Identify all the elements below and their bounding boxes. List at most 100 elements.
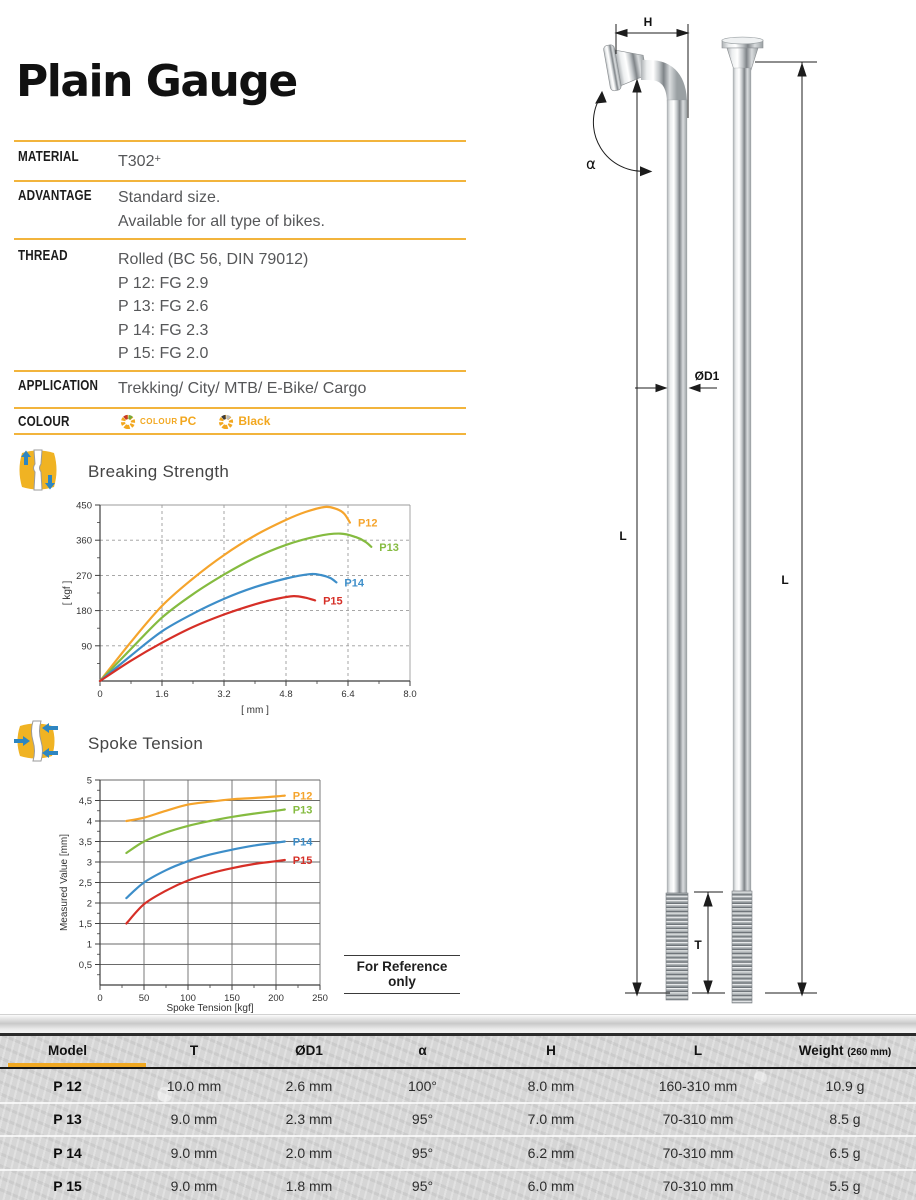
advantage-line2: Available for all type of bikes. xyxy=(118,212,325,230)
divider xyxy=(14,433,466,435)
colour-label: COLOUR xyxy=(18,413,70,430)
table-cell: 95° xyxy=(411,1111,434,1128)
thread-line4: P 14: FG 2.3 xyxy=(118,321,209,339)
col-h: H xyxy=(546,1043,556,1058)
table-cell-model: P 13 xyxy=(53,1111,82,1128)
svg-text:2: 2 xyxy=(87,899,92,910)
series-label-p12: P12 xyxy=(358,518,378,530)
table-cell: 9.0 mm xyxy=(170,1111,218,1128)
col-l: L xyxy=(693,1043,703,1058)
table-row: P 15 9.0 mm 1.8 mm 95° 6.0 mm 70-310 mm 5.5 g xyxy=(0,1171,916,1200)
table-header: Model T ØD1 α H L Weight (260 mm) xyxy=(0,1036,916,1065)
svg-text:180: 180 xyxy=(76,606,92,617)
table-cell: 8.5 g xyxy=(829,1111,861,1128)
dim-label-l-left: L xyxy=(619,529,626,543)
col-t: T xyxy=(189,1043,199,1058)
table-cell: 6.2 mm xyxy=(527,1144,575,1161)
svg-text:200: 200 xyxy=(268,993,284,1004)
advantage-value: Standard size. Available for all type of… xyxy=(118,186,325,233)
table-cell: 8.0 mm xyxy=(527,1077,575,1094)
svg-text:2,5: 2,5 xyxy=(79,878,92,889)
thread-label: THREAD xyxy=(18,247,68,264)
svg-text:0,5: 0,5 xyxy=(79,960,92,971)
advantage-label: ADVANTAGE xyxy=(18,187,92,204)
svg-text:150: 150 xyxy=(224,993,240,1004)
table-cell-model: P 14 xyxy=(53,1144,82,1161)
table-cell-model: P 12 xyxy=(53,1077,82,1094)
col-weight-main: Weight xyxy=(798,1043,844,1058)
page-title: Plain Gauge xyxy=(16,56,298,107)
material-value: T302+ xyxy=(118,148,161,174)
thread-line3: P 13: FG 2.6 xyxy=(118,298,209,315)
table-cell: 9.0 mm xyxy=(170,1178,218,1195)
table-cell: 1.8 mm xyxy=(285,1178,333,1195)
colour-option-black: Black xyxy=(218,413,270,429)
svg-text:1,5: 1,5 xyxy=(79,919,92,930)
material-value-sup: + xyxy=(154,153,161,165)
dim-label-h: H xyxy=(644,15,653,29)
svg-text:[ kgf ]: [ kgf ] xyxy=(62,581,73,606)
table-cell: 160-310 mm xyxy=(658,1077,738,1094)
svg-text:1: 1 xyxy=(87,940,92,951)
advantage-line1: Standard size. xyxy=(118,189,221,206)
table-cell-model: P 15 xyxy=(53,1178,82,1195)
divider xyxy=(14,407,466,409)
svg-text:[ mm ]: [ mm ] xyxy=(241,705,269,716)
thread-line5: P 15: FG 2.0 xyxy=(118,345,209,362)
breaking-strength-chart: 0 1.6 3.2 4.8 6.4 8.0 90 180 270 360 450 [ mm ] [ kg… xyxy=(62,501,417,717)
table-cell: 9.0 mm xyxy=(170,1144,218,1161)
dim-label-alpha: α xyxy=(586,155,596,173)
divider xyxy=(14,140,466,142)
thread-line1: Rolled (BC 56, DIN 79012) xyxy=(118,251,309,268)
table-cell: 95° xyxy=(411,1178,434,1195)
breaking-strength-icon xyxy=(19,449,57,491)
col-d1: ØD1 xyxy=(295,1043,323,1058)
svg-text:100: 100 xyxy=(180,993,196,1004)
table-row: P 14 9.0 mm 2.0 mm 95° 6.2 mm 70-310 mm 6.5 g xyxy=(0,1137,916,1171)
svg-text:4: 4 xyxy=(87,817,92,828)
svg-text:Measured Value [mm]: Measured Value [mm] xyxy=(59,834,70,931)
application-value: Trekking/ City/ MTB/ E-Bike/ Cargo xyxy=(118,380,367,397)
spoke-tension-title: Spoke Tension xyxy=(88,734,204,753)
colour-wheel-pc-icon xyxy=(120,414,136,429)
svg-text:3.2: 3.2 xyxy=(217,689,230,700)
col-weight: Weight (260 mm) xyxy=(774,1043,916,1058)
series-label-p15: P15 xyxy=(293,855,313,867)
svg-text:360: 360 xyxy=(76,536,92,547)
table-cell: 10.0 mm xyxy=(166,1077,222,1094)
divider xyxy=(14,238,466,240)
svg-text:4.8: 4.8 xyxy=(279,689,292,700)
material-value-text: T302 xyxy=(118,153,155,170)
series-label-p13: P13 xyxy=(293,805,313,817)
breaking-strength-title: Breaking Strength xyxy=(88,462,230,481)
svg-text:50: 50 xyxy=(139,993,150,1004)
series-label-p14: P14 xyxy=(344,577,364,589)
svg-text:250: 250 xyxy=(312,993,328,1004)
svg-text:0: 0 xyxy=(97,689,102,700)
colour-black-name: Black xyxy=(238,414,271,428)
series-label-p13: P13 xyxy=(379,542,399,554)
table-cell: 7.0 mm xyxy=(527,1111,575,1128)
table-row: P 13 9.0 mm 2.3 mm 95° 7.0 mm 70-310 mm 8.5 g xyxy=(0,1104,916,1137)
table-cell: 70-310 mm xyxy=(662,1144,734,1161)
dim-label-l-right: L xyxy=(781,573,788,587)
table-cell: 2.3 mm xyxy=(285,1111,333,1128)
divider-band xyxy=(0,1014,916,1034)
col-weight-sub: (260 mm) xyxy=(847,1047,892,1058)
table-cell: 6.5 g xyxy=(829,1144,861,1161)
table-cell: 2.0 mm xyxy=(285,1144,333,1161)
svg-text:Spoke Tension [kgf]: Spoke Tension [kgf] xyxy=(166,1003,253,1014)
svg-text:4,5: 4,5 xyxy=(79,796,92,807)
table-cell: 70-310 mm xyxy=(662,1111,734,1128)
svg-text:90: 90 xyxy=(81,641,92,652)
colour-wheel-black-icon xyxy=(219,414,234,429)
series-label-p15: P15 xyxy=(323,595,343,607)
material-label: MATERIAL xyxy=(18,148,79,165)
svg-text:270: 270 xyxy=(76,571,92,582)
header-rule xyxy=(0,1066,916,1069)
table-cell: 95° xyxy=(411,1144,434,1161)
col-model: Model xyxy=(48,1043,87,1058)
colour-pc-name: PC xyxy=(179,414,197,428)
divider xyxy=(14,180,466,182)
table-cell: 100° xyxy=(408,1077,437,1094)
